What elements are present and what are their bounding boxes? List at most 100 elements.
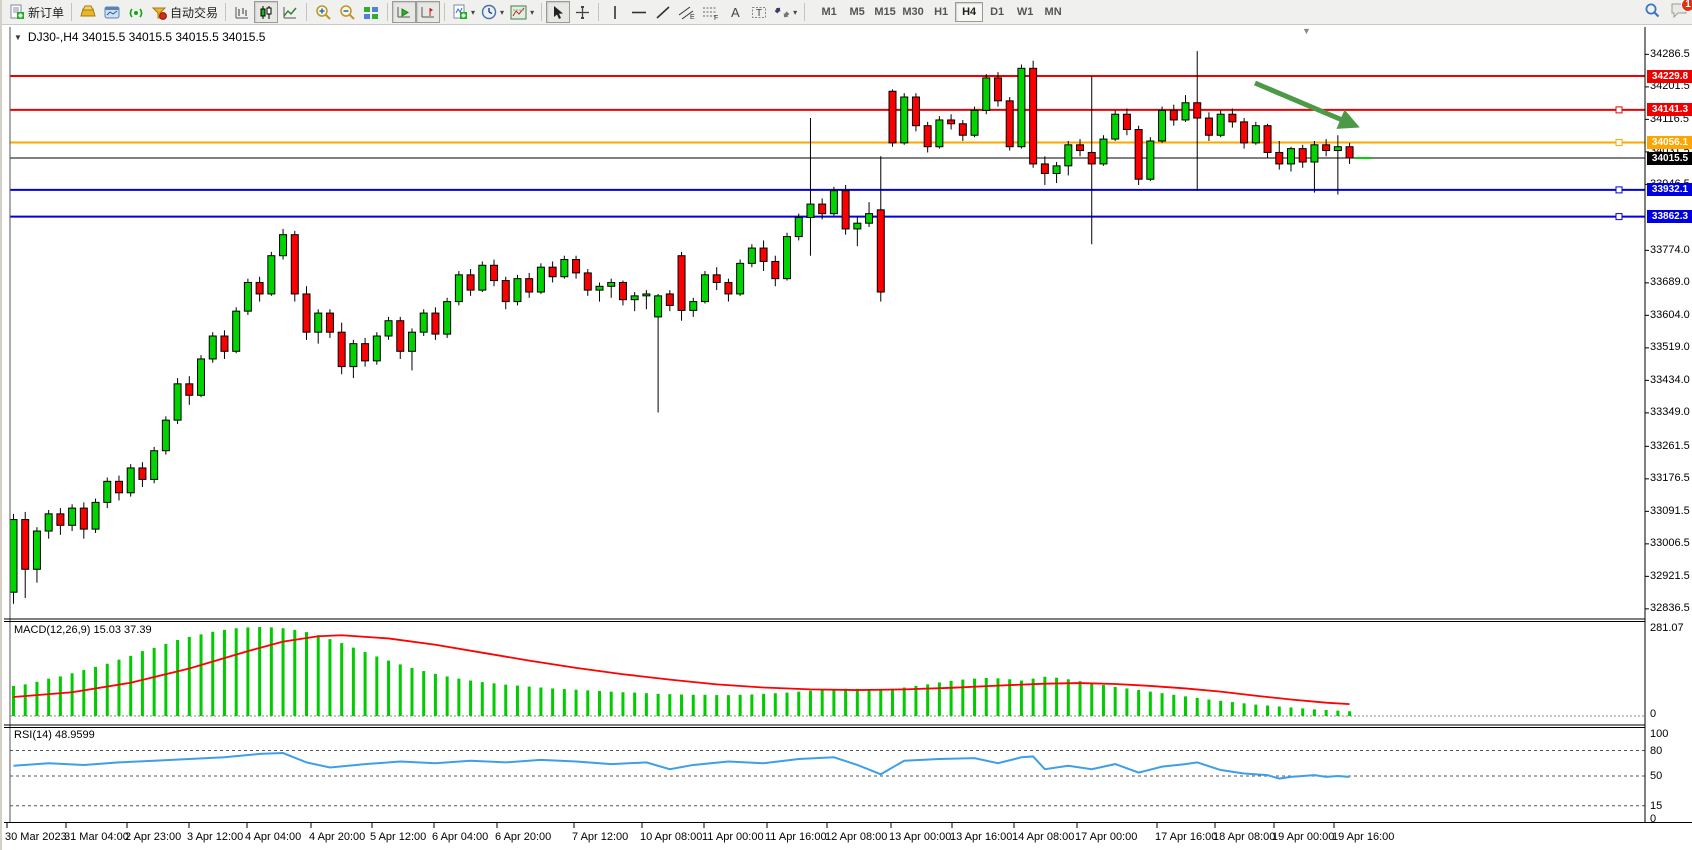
price-line-label[interactable]: 34056.1 — [1647, 135, 1692, 149]
time-tick-label: 14 Apr 08:00 — [1012, 831, 1075, 843]
tf-button-w1[interactable]: W1 — [1016, 6, 1034, 18]
time-tick-label: 19 Apr 00:00 — [1272, 831, 1335, 843]
bar-chart-icon — [235, 6, 249, 18]
tile-windows-icon — [364, 6, 379, 19]
macd-max-label: 281.07 — [1650, 622, 1684, 634]
price-tick-label: 34201.5 — [1650, 80, 1690, 93]
chart-shift-marker[interactable]: ▼ — [1302, 26, 1311, 36]
text-label-icon: T — [752, 6, 767, 19]
crosshair-tool-button[interactable] — [570, 1, 594, 23]
signal-icon — [129, 7, 143, 18]
vertical-line-tool-button[interactable] — [603, 1, 627, 23]
time-tick-label: 2 Apr 23:00 — [125, 831, 182, 843]
search-icon — [1645, 3, 1660, 17]
tf-button-h4[interactable]: H4 — [955, 2, 984, 22]
candlestick-style-button[interactable] — [254, 1, 279, 23]
price-line-label[interactable]: 34141.3 — [1647, 103, 1692, 117]
template-icon — [510, 5, 527, 19]
chart-shift-button[interactable] — [416, 1, 441, 23]
price-line-label[interactable]: 34229.8 — [1647, 69, 1692, 83]
text-tool-button[interactable]: A — [723, 1, 747, 23]
time-tick-label: 11 Apr 00:00 — [702, 831, 764, 843]
time-tick-label: 19 Apr 16:00 — [1332, 831, 1395, 843]
zoom-out-button[interactable] — [335, 1, 359, 23]
indicators-dropdown-caret: ▾ — [471, 7, 476, 17]
auto-trading-button[interactable]: 自动交易 — [148, 1, 221, 23]
cursor-tool-button[interactable] — [546, 1, 571, 23]
search-button[interactable] — [1644, 2, 1660, 23]
price-tick-label: 34286.5 — [1650, 47, 1690, 60]
toolbar-separator — [71, 3, 73, 21]
zoom-in-button[interactable] — [311, 1, 335, 23]
tile-windows-button[interactable] — [359, 1, 383, 23]
tf-button-m15[interactable]: M15 — [874, 6, 896, 18]
horizontal-line-tool-button[interactable] — [627, 1, 651, 23]
arrow-annotation[interactable] — [1254, 80, 1360, 129]
time-tick-label: 10 Apr 08:00 — [640, 831, 703, 843]
price-line-label[interactable]: 33932.1 — [1647, 183, 1692, 197]
channel-icon: E — [678, 6, 695, 20]
fibonacci-tool-button[interactable]: F — [699, 1, 723, 23]
tf-button-h1[interactable]: H1 — [934, 6, 949, 18]
tf-button-m30[interactable]: M30 — [902, 6, 924, 18]
auto-trading-icon — [151, 7, 167, 20]
tf-button-mn[interactable]: MN — [1044, 6, 1062, 18]
arrows-icon — [774, 7, 790, 17]
signals-button[interactable] — [124, 1, 148, 23]
price-line-label[interactable]: 33862.3 — [1647, 210, 1692, 224]
chart-title: ▼ DJ30-,H4 34015.5 34015.5 34015.5 34015… — [14, 30, 265, 44]
new-order-label: 新订单 — [28, 5, 65, 20]
macd-label: MACD(12,26,9) 15.03 37.39 — [14, 624, 152, 636]
text-label-tool-button[interactable]: T — [747, 1, 771, 23]
macd-zero-label: 0 — [1650, 708, 1657, 720]
trendline-icon — [656, 5, 670, 19]
symbol-dropdown-icon[interactable]: ▼ — [14, 32, 22, 42]
svg-text:T: T — [756, 8, 762, 19]
market-watch-button[interactable] — [76, 1, 100, 23]
tf-button-m1[interactable]: M1 — [821, 6, 837, 18]
price-line-label[interactable]: 34015.5 — [1647, 151, 1692, 165]
toolbar-separator — [541, 3, 543, 21]
tf-button-d1[interactable]: D1 — [990, 6, 1005, 18]
rsi-15-label: 15 — [1650, 799, 1663, 812]
time-tick-label: 13 Apr 00:00 — [889, 831, 952, 843]
time-tick-label: 11 Apr 16:00 — [765, 831, 827, 843]
chart-window[interactable]: ▼ DJ30-,H4 34015.5 34015.5 34015.5 34015… — [2, 26, 1692, 850]
toolbar-separator — [804, 3, 806, 21]
time-tick-label: 13 Apr 16:00 — [950, 831, 1013, 843]
trendline-tool-button[interactable] — [651, 1, 675, 23]
rsi-0-label: 0 — [1650, 812, 1657, 825]
equidistant-channel-tool-button[interactable]: E — [675, 1, 699, 23]
line-chart-icon — [283, 6, 297, 18]
time-tick-label: 5 Apr 12:00 — [370, 831, 427, 843]
bar-chart-style-button[interactable] — [230, 1, 254, 23]
line-chart-style-button[interactable] — [278, 1, 302, 23]
chart-canvas[interactable] — [2, 26, 1692, 850]
price-tick-label: 33774.0 — [1650, 243, 1690, 256]
time-tick-label: 17 Apr 00:00 — [1075, 831, 1138, 843]
periods-dropdown-caret: ▾ — [500, 7, 505, 17]
notifications-button[interactable]: 1 — [1670, 0, 1692, 23]
rsi-indicator — [10, 750, 1645, 807]
periods-button[interactable]: ▾ — [478, 1, 507, 23]
clock-icon — [481, 4, 497, 20]
tf-button-m5[interactable]: M5 — [849, 6, 865, 18]
new-order-button[interactable]: 新订单 — [6, 1, 67, 23]
auto-scroll-button[interactable] — [392, 1, 417, 23]
vertical-line-icon — [614, 5, 616, 19]
auto-trading-label: 自动交易 — [170, 5, 219, 20]
zoom-out-icon — [339, 5, 355, 20]
price-tick-label: 33519.0 — [1650, 341, 1690, 354]
templates-button[interactable]: ▾ — [507, 1, 537, 23]
rsi-100-label: 100 — [1650, 727, 1669, 740]
toolbar-separator — [225, 3, 227, 21]
svg-text:F: F — [714, 15, 718, 20]
indicators-button[interactable]: ▾ — [449, 1, 478, 23]
arrows-tool-button[interactable]: ▾ — [771, 1, 800, 23]
terminal-button[interactable] — [100, 1, 124, 23]
time-tick-label: 3 Apr 12:00 — [187, 831, 244, 843]
terminal-icon — [104, 6, 120, 18]
price-tick-label: 33006.5 — [1650, 537, 1690, 550]
toolbar: 新订单 自动交易 — [2, 0, 1692, 25]
auto-scroll-icon — [397, 6, 411, 17]
